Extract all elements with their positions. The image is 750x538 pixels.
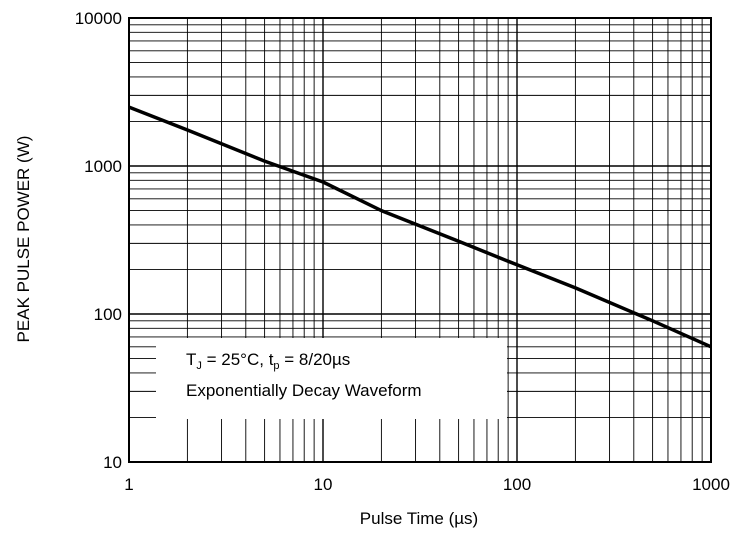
series-line (129, 107, 711, 347)
series-layer (129, 107, 711, 347)
annotation-line-2: Exponentially Decay Waveform (186, 381, 422, 400)
annotation-waveform-text: = 8/20µs (280, 350, 351, 369)
y-tick-label: 10000 (75, 9, 122, 28)
annotation-box: TJ = 25°C, tp = 8/20µs Exponentially Dec… (156, 338, 507, 419)
x-axis-label: Pulse Time (µs) (360, 509, 478, 528)
y-tick-label: 100 (94, 305, 122, 324)
annotation-temp-text: = 25°C, t (202, 350, 274, 369)
annotation-line-1: TJ = 25°C, tp = 8/20µs (186, 350, 350, 372)
y-tick-label: 1000 (84, 157, 122, 176)
y-axis-label: PEAK PULSE POWER (W) (14, 136, 33, 343)
annotation-t: T (186, 350, 196, 369)
x-tick-label: 1 (124, 475, 133, 494)
x-tick-label: 1000 (692, 475, 730, 494)
x-tick-label: 100 (503, 475, 531, 494)
y-tick-label: 10 (103, 453, 122, 472)
x-tick-label: 10 (314, 475, 333, 494)
